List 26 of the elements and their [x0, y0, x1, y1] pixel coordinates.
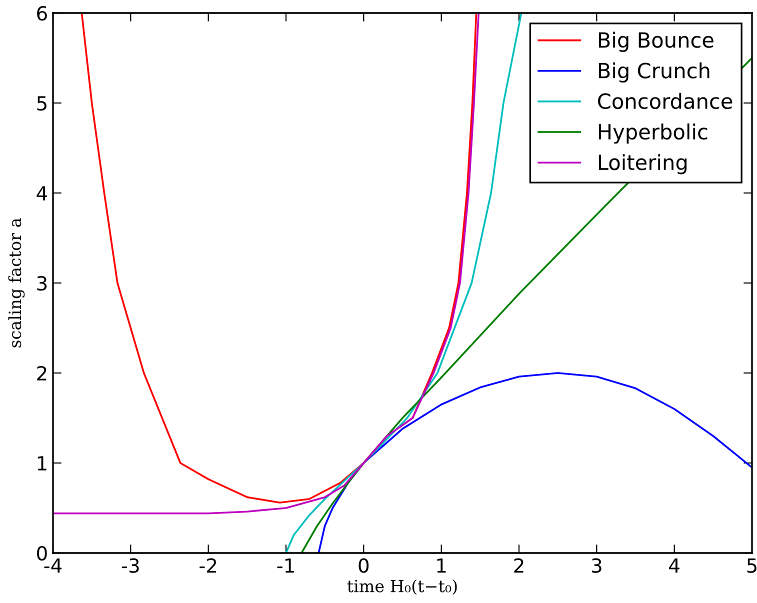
y-tick-label: 6	[37, 6, 47, 21]
x-tick-label: 2	[514, 558, 524, 573]
y-axis-title: scaling factor a	[8, 218, 25, 348]
y-tick-label: 1	[38, 456, 46, 470]
x-tick-label: 1	[437, 558, 446, 573]
y-tick-label: 3	[37, 276, 47, 291]
line-series	[285, 13, 522, 553]
y-tick-label: 2	[37, 366, 46, 380]
legend-label: Loitering	[598, 154, 687, 174]
x-tick-label: -3	[122, 558, 139, 573]
x-tick-label: 5	[747, 558, 756, 573]
x-tick-label: 3	[592, 558, 602, 573]
y-tick-label: 5	[37, 96, 46, 111]
legend-label: Big Bounce	[598, 32, 714, 52]
legend-label: Concordance	[598, 92, 732, 110]
line-series	[318, 372, 752, 553]
y-tick-label: 0	[37, 546, 47, 561]
y-tick-label: 4	[36, 186, 48, 200]
x-tick-label: -4	[44, 558, 62, 573]
x-tick-label: -1	[277, 558, 294, 573]
x-axis-title: time H₀(t−t₀)	[347, 579, 457, 595]
x-tick-label: -2	[200, 558, 216, 573]
x-tick-label: 0	[358, 558, 369, 573]
x-tick-label: 4	[669, 558, 680, 573]
legend-label: Hyperbolic	[598, 123, 708, 144]
legend-label: Big Crunch	[598, 62, 710, 82]
